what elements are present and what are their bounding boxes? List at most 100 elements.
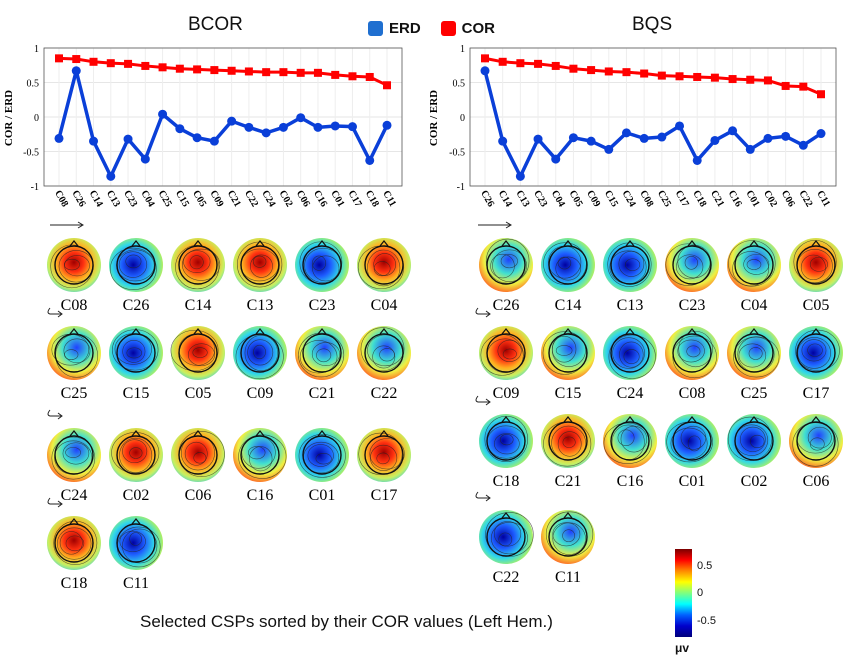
topomap-contour [238,434,287,479]
topomap-contour [312,255,340,282]
topomap-contour [51,436,96,480]
erd-point [158,109,168,119]
topomap-head [357,428,411,482]
topomap-head [727,414,781,468]
topomap-contour [358,432,403,475]
topomap-contour [807,426,832,449]
topomap-nose [563,328,573,335]
topomap-contour [542,331,587,375]
topomap-nose [69,430,79,437]
erd-point [140,154,150,164]
topomap-head [665,326,719,380]
erd-point [515,171,525,181]
topomap-head [727,326,781,380]
topomap-contour [189,255,204,270]
erd-point [227,116,237,126]
topomap-contour [252,255,267,268]
topomap-label: C06 [803,473,830,490]
bqs-title: BQS [632,14,673,35]
topomap-head [171,428,225,482]
topomap-contour [249,446,273,472]
x-tick-label: C25 [156,189,174,209]
topomap-head-outline [548,333,588,373]
topomap-head-outline [486,333,526,373]
x-tick-label: C21 [708,189,726,209]
erd-point [533,134,543,144]
x-tick-label: C17 [673,189,691,209]
topomap-contour [122,340,146,363]
topomap-nose [255,430,265,437]
topomap-head-outline [240,245,280,285]
topomap-head [47,516,101,570]
x-tick-label: C08 [637,189,655,209]
topomap-label: C09 [247,385,274,402]
x-tick-label: C26 [69,189,87,209]
topomap-grid-bqs: C26 C14 C13 C23 C04 C05 C09 C15 C24 C08 C25 C17 C18 C… [475,221,843,586]
topomap-contour [126,347,143,359]
topomap-head-outline [364,435,404,475]
x-tick-label: C13 [513,189,531,209]
topomap-contour [499,434,514,446]
topomap-nose [501,240,511,247]
topomap-head [603,414,657,468]
legend: ERD COR [368,20,515,37]
topomap-contour [54,440,93,475]
topomap-head [665,238,719,292]
cor-point [72,55,81,64]
topomap-contour [793,240,837,284]
topomap-contour [500,254,518,269]
topomap-contour [551,332,586,367]
x-tick-label: C23 [531,189,549,209]
topomap-label: C17 [371,487,398,504]
erd-legend-swatch [368,21,383,36]
topomap-head [541,414,595,468]
cor-point [279,68,288,77]
topomap-contour [678,330,713,368]
topomap-head [47,238,101,292]
topomap-contour [64,349,79,361]
x-tick-label: C11 [814,189,832,209]
x-tick-label: C09 [207,189,225,209]
x-tick-label: C18 [690,189,708,209]
y-tick-label: 0 [460,113,465,124]
topomap-head [295,428,349,482]
topomap-contour [608,334,656,379]
x-tick-label: C25 [655,189,673,209]
topomap-contour [727,416,773,461]
topomap-contour [116,249,155,282]
cor-point [710,73,719,82]
topomap-head [479,238,533,292]
topomap-head-outline [734,245,774,285]
cor-point [569,64,578,73]
topomap-nose [317,430,327,437]
topomap-contour [611,424,645,460]
topomap-label: C13 [247,297,274,314]
erd-point [330,121,340,131]
topomap-contour [116,526,161,568]
topomap-contour [373,253,397,276]
topomap-contour [311,342,340,367]
cor-point [89,57,98,66]
topomap-label: C21 [555,473,582,490]
topomap-contour [111,432,160,474]
topomap-label: C22 [371,385,398,402]
topomap-contour [63,338,91,364]
cor-point [141,61,150,70]
topomap-contour [370,444,398,471]
topomap-contour [738,343,767,368]
topomap-contour [240,248,279,282]
topomap-head [295,238,349,292]
topomap-head-outline [796,333,836,373]
topomap-label: C14 [555,297,582,314]
topomap-contour [619,341,644,368]
topomap-nose [69,518,79,525]
x-tick-label: C13 [104,189,122,209]
topomap-contour [809,437,825,451]
topomap-head-outline [796,421,836,461]
topomap-head-outline [610,421,650,461]
cor-point [622,68,631,77]
x-tick-label: C24 [259,189,277,209]
topomap-contour [795,329,840,372]
topomap-nose [131,518,141,525]
cor-point [693,72,702,81]
